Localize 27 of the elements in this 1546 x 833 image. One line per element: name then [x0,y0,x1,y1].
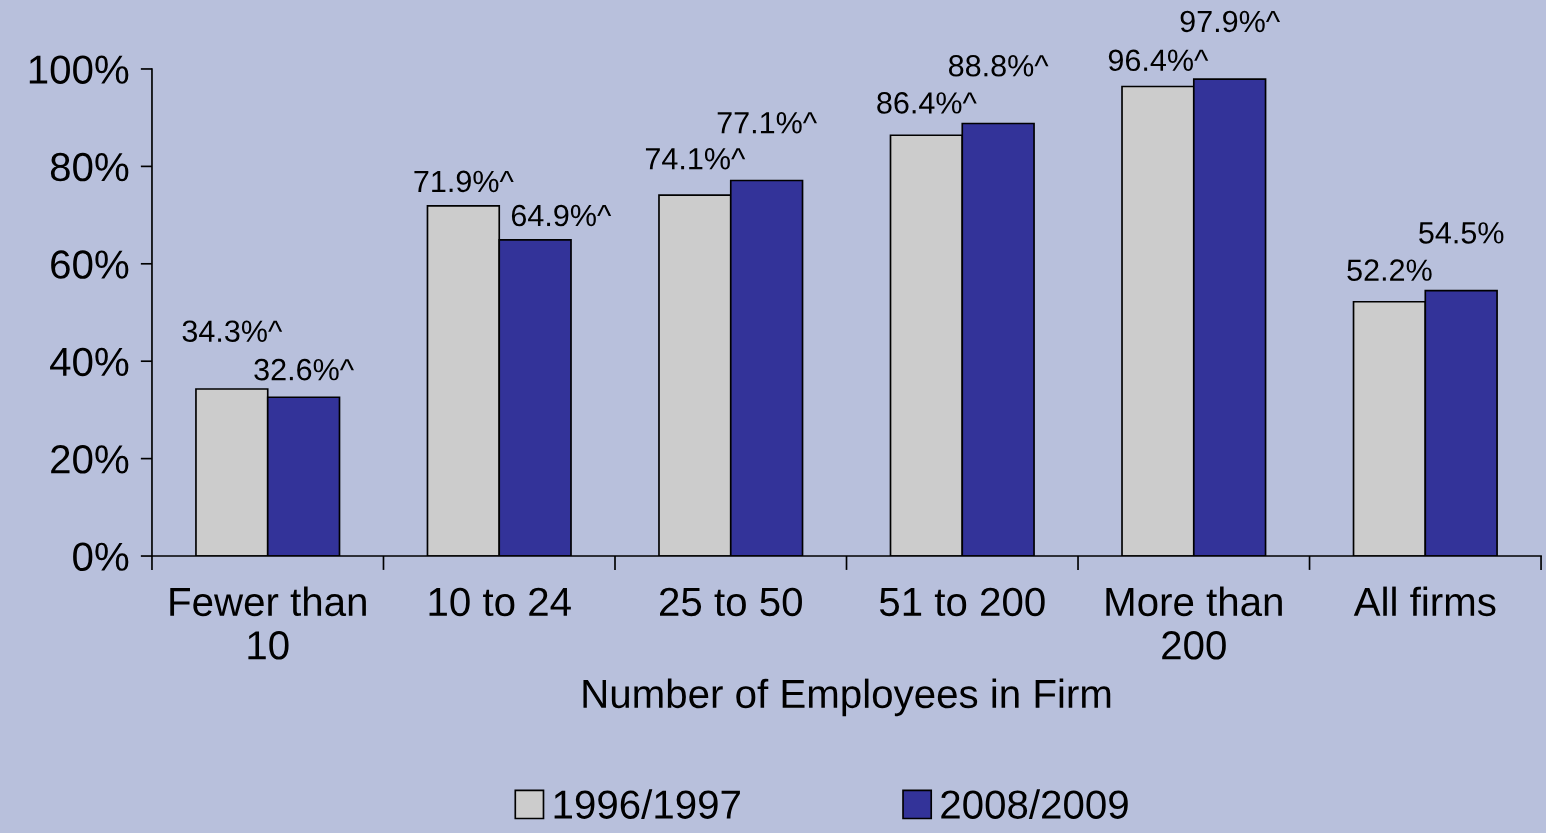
x-tick-label: 25 to 50 [660,587,802,617]
y-tick-label: 60% [51,250,129,279]
data-label: 86.4%^ [877,92,977,114]
x-tick-label: 51 to 200 [879,587,1045,617]
y-tick-label: 40% [50,347,129,377]
y-tick-label: 0% [73,542,129,572]
data-label: 88.8%^ [949,54,1049,77]
x-tick-label: More than 200 [1106,586,1282,660]
y-tick-label: 100% [29,55,129,84]
data-label: 74.1%^ [645,148,746,170]
data-label: 71.9%^ [414,170,514,193]
x-tick-label: Fewer than 10 [170,586,366,660]
data-label: 96.4%^ [1108,49,1209,72]
data-label: 32.6%^ [254,358,354,381]
x-axis-title: Number of Employees in Firm [583,678,1111,717]
y-tick-label: 80% [50,152,129,182]
data-label: 52.2% [1347,259,1432,281]
legend-label: 2008/2009 [941,789,1128,819]
legend-label: 1996/1997 [554,789,740,819]
x-tick-label: All firms [1353,586,1496,617]
data-label: 34.3%^ [182,320,283,343]
data-label: 54.5% [1419,222,1504,244]
data-label: 64.9%^ [511,204,612,227]
data-label: 97.9%^ [1180,10,1281,33]
x-tick-label: 10 to 24 [429,587,571,617]
data-label: 77.1%^ [717,112,817,134]
y-tick-label: 20% [51,445,129,474]
